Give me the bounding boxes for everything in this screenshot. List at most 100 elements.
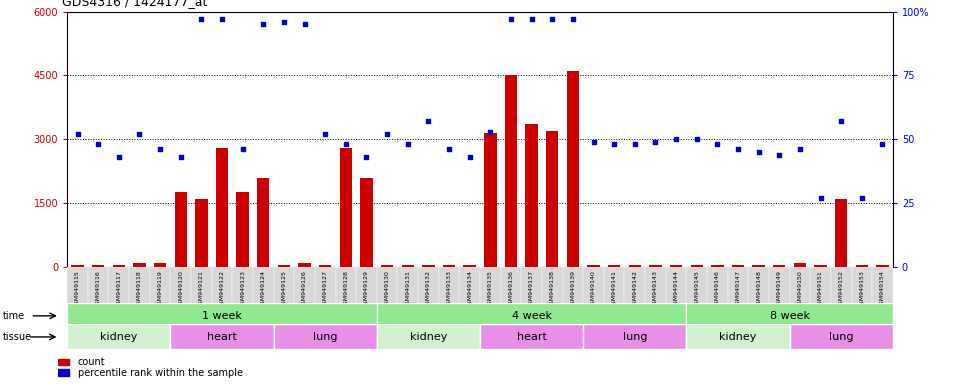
- Text: GSM949135: GSM949135: [488, 270, 492, 308]
- Point: [297, 21, 312, 27]
- Point: [462, 154, 477, 160]
- Text: GSM949123: GSM949123: [240, 270, 245, 308]
- Text: GSM949132: GSM949132: [426, 270, 431, 308]
- Point: [276, 19, 292, 25]
- Bar: [439, 267, 459, 324]
- Text: GSM949129: GSM949129: [364, 270, 369, 308]
- Bar: [794, 263, 806, 267]
- Bar: [876, 265, 889, 267]
- Point: [544, 16, 560, 22]
- Bar: [480, 324, 584, 349]
- Bar: [150, 267, 171, 324]
- Text: GSM949151: GSM949151: [818, 270, 823, 308]
- Text: GSM949118: GSM949118: [137, 270, 142, 308]
- Bar: [377, 267, 397, 324]
- Point: [214, 16, 229, 22]
- Text: GSM949125: GSM949125: [281, 270, 286, 308]
- Text: GSM949142: GSM949142: [633, 270, 637, 308]
- Text: lung: lung: [828, 332, 853, 342]
- Text: kidney: kidney: [719, 332, 756, 342]
- Bar: [191, 267, 212, 324]
- Bar: [690, 265, 703, 267]
- Bar: [505, 75, 517, 267]
- Bar: [212, 267, 232, 324]
- Text: tissue: tissue: [3, 332, 32, 342]
- Bar: [377, 324, 480, 349]
- Text: GSM949115: GSM949115: [75, 270, 80, 308]
- Point: [379, 131, 395, 137]
- Bar: [814, 265, 827, 267]
- Bar: [419, 267, 439, 324]
- Bar: [790, 324, 893, 349]
- Point: [709, 141, 725, 147]
- Text: heart: heart: [516, 332, 546, 342]
- Text: GSM949147: GSM949147: [735, 270, 740, 308]
- Text: GSM949127: GSM949127: [323, 270, 327, 308]
- Bar: [666, 267, 686, 324]
- Point: [772, 151, 787, 157]
- Point: [586, 139, 601, 145]
- Text: kidney: kidney: [410, 332, 447, 342]
- Point: [111, 154, 127, 160]
- Bar: [133, 263, 146, 267]
- Text: GSM949150: GSM949150: [798, 270, 803, 308]
- Bar: [112, 265, 125, 267]
- Bar: [484, 133, 496, 267]
- Text: GSM949117: GSM949117: [116, 270, 121, 308]
- Point: [255, 21, 271, 27]
- Text: GSM949119: GSM949119: [157, 270, 162, 308]
- Bar: [315, 267, 336, 324]
- Bar: [274, 324, 377, 349]
- Text: 8 week: 8 week: [770, 311, 809, 321]
- Point: [132, 131, 147, 137]
- Bar: [501, 267, 521, 324]
- Bar: [274, 267, 294, 324]
- Point: [173, 154, 188, 160]
- Text: 4 week: 4 week: [512, 311, 552, 321]
- Text: GSM949116: GSM949116: [96, 270, 101, 308]
- Text: GDS4316 / 1424177_at: GDS4316 / 1424177_at: [62, 0, 207, 8]
- Text: GSM949152: GSM949152: [839, 270, 844, 308]
- Bar: [670, 265, 683, 267]
- Text: GSM949122: GSM949122: [220, 270, 225, 308]
- Point: [153, 146, 168, 152]
- Point: [607, 141, 622, 147]
- Point: [524, 16, 540, 22]
- Point: [792, 146, 807, 152]
- Bar: [460, 267, 480, 324]
- Bar: [686, 324, 790, 349]
- Bar: [686, 267, 707, 324]
- Point: [90, 141, 106, 147]
- Text: GSM949153: GSM949153: [859, 270, 864, 308]
- Text: heart: heart: [207, 332, 237, 342]
- Bar: [588, 265, 600, 267]
- Bar: [340, 148, 352, 267]
- Point: [731, 146, 746, 152]
- Bar: [71, 265, 84, 267]
- Bar: [464, 265, 476, 267]
- Text: GSM949146: GSM949146: [715, 270, 720, 308]
- Text: GSM949130: GSM949130: [385, 270, 390, 308]
- Point: [400, 141, 416, 147]
- Point: [668, 136, 684, 142]
- Point: [751, 149, 766, 155]
- Text: GSM949128: GSM949128: [344, 270, 348, 308]
- Text: percentile rank within the sample: percentile rank within the sample: [78, 368, 243, 378]
- Bar: [58, 359, 69, 366]
- Bar: [711, 265, 724, 267]
- Bar: [171, 324, 274, 349]
- Bar: [443, 265, 455, 267]
- Point: [420, 118, 436, 124]
- Bar: [299, 263, 311, 267]
- Bar: [171, 267, 191, 324]
- Point: [194, 16, 209, 22]
- Bar: [92, 265, 105, 267]
- Point: [813, 195, 828, 201]
- Point: [359, 154, 374, 160]
- Bar: [67, 324, 171, 349]
- Text: GSM949136: GSM949136: [509, 270, 514, 308]
- Bar: [422, 265, 435, 267]
- Bar: [195, 199, 207, 267]
- Bar: [546, 131, 559, 267]
- Text: GSM949154: GSM949154: [880, 270, 885, 308]
